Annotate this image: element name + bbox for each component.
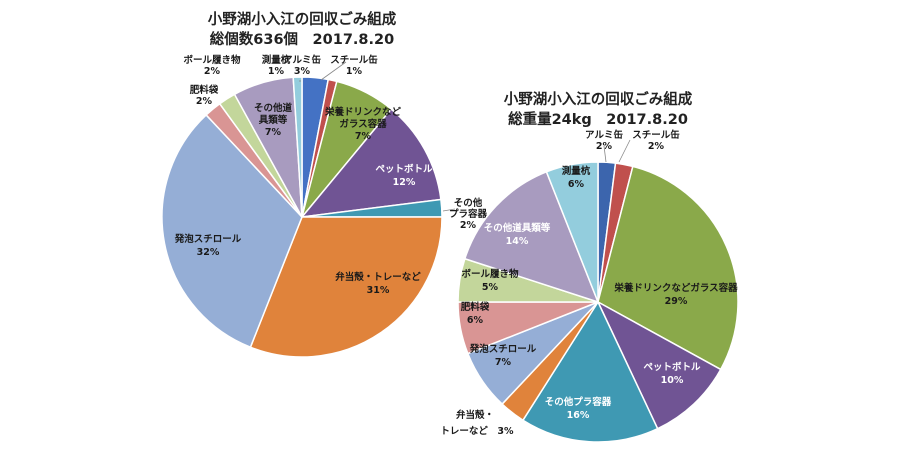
pie-slice [463,170,600,304]
chart1-title: 小野湖小入江の回収ごみ組成 [208,10,397,28]
pie-slice [521,300,659,443]
slice-value-label: 2% [648,141,665,152]
chart2-labels: アルミ缶2%スチール缶2%栄養ドリンクなどガラス容器29%ペットボトル10%その… [440,129,738,437]
slice-value-label: 1% [346,66,363,77]
slice-name-label: 測量杭 [262,54,291,66]
pie-slice [596,300,722,430]
slice-name-label: 具類等 [258,114,288,126]
slice-name-label: 弁当殻・トレーなど [335,271,421,283]
slice-name-label: 発泡スチロール [469,343,537,355]
chart1-pie [161,76,443,358]
slice-value-label: 32% [197,247,220,258]
pie-slice [249,216,443,358]
slice-name-label: 肥料袋 [461,301,490,313]
leader-line [320,61,347,81]
slice-value-label: 2% [460,220,477,231]
slice-name-label: 弁当殻・ [456,409,494,421]
slice-name-label: スチール缶 [330,54,378,66]
slice-label: トレーなど 3% [440,425,514,437]
slice-name-label: 栄養ドリンクなどガラス容器 [613,282,738,294]
slice-value-label: 31% [367,285,390,296]
chart1-subtitle: 総個数636個 2017.8.20 [210,30,394,48]
slice-name-label: ペットボトル [375,163,433,175]
slice-name-label: 測量杭 [562,165,591,177]
slice-value-label: 10% [661,375,684,386]
slice-name-label: スチール缶 [632,129,680,141]
slice-value-label: 7% [495,357,512,368]
slice-name-label: アルミ缶 [585,129,623,141]
slice-value-label: 2% [204,66,221,77]
slice-name-label: その他プラ容器 [545,396,612,408]
chart1-labels: アルミ缶3%スチール缶1%栄養ドリンクなどガラス容器7%ペットボトル12%その他… [174,54,488,296]
slice-name-label: ボール履き物 [461,268,519,280]
slice-name-label: ガラス容器 [339,118,387,130]
slice-name-label: その他道具類等 [484,222,551,234]
slice-value-label: 7% [355,131,372,142]
slice-value-label: 29% [665,296,688,307]
slice-name-label: 栄養ドリンクなど [324,106,402,118]
chart2-title: 小野湖小入江の回収ごみ組成 [504,90,693,108]
slice-value-label: 6% [467,315,484,326]
pie-slice [161,113,303,349]
slice-name-label: 肥料袋 [190,84,219,96]
slice-value-label: 7% [265,127,282,138]
pie-slice [292,76,303,218]
pie-slice [545,161,599,303]
leader-line [618,139,631,163]
slice-value-label: 14% [506,236,529,247]
slice-value-label: 2% [596,141,613,152]
slice-name-label: アルミ缶 [283,54,321,66]
slice-value-label: 1% [268,66,285,77]
slice-name-label: その他 [454,197,483,209]
slice-name-label: ボール履き物 [183,54,241,66]
slice-value-label: 2% [196,96,213,107]
chart2-subtitle: 総重量24kg 2017.8.20 [508,110,688,128]
slice-value-label: 16% [567,410,590,421]
chart2-pie [457,161,739,443]
leader-line [442,208,456,212]
pie-slice [597,165,739,371]
slice-value-label: 12% [393,177,416,188]
slice-value-label: 3% [294,66,311,77]
slice-name-label: 発泡スチロール [174,233,242,245]
pie-slice [300,108,442,218]
slice-value-label: 6% [568,179,585,190]
slice-name-label: ペットボトル [643,361,701,373]
leader-line [603,145,607,163]
slice-name-label: その他道 [254,102,293,114]
slice-name-label: プラ容器 [449,208,488,220]
slice-value-label: 5% [482,282,499,293]
